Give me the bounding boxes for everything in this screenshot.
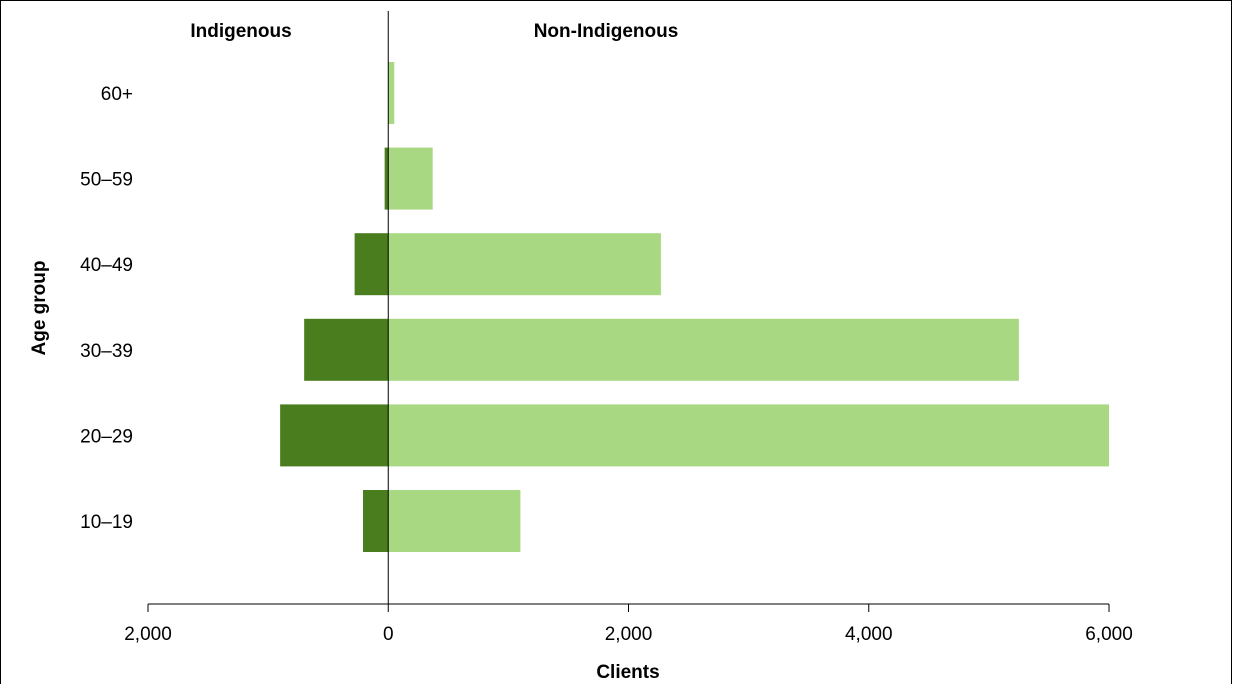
bar-indigenous-3 <box>304 318 389 381</box>
bar-indigenous-4 <box>280 404 389 467</box>
x-axis-title: Clients <box>596 662 659 683</box>
bar-non-indigenous-4 <box>388 404 1109 467</box>
x-tick-label-1: 0 <box>383 624 394 645</box>
y-tick-label-1: 50–59 <box>80 170 133 191</box>
x-tick-label-0: 2,000 <box>124 624 172 645</box>
x-tick-label-3: 4,000 <box>845 624 893 645</box>
y-tick-label-3: 30–39 <box>80 341 133 362</box>
x-tick-label-4: 6,000 <box>1085 624 1133 645</box>
series-title-non-indigenous: Non-Indigenous <box>534 21 679 42</box>
y-axis-title: Age group <box>29 261 50 356</box>
y-tick-labels: 60+ 50–59 40–49 30–39 20–29 10–19 <box>80 84 133 533</box>
bars-layer <box>280 62 1109 552</box>
y-tick-label-4: 20–29 <box>80 426 133 447</box>
bar-non-indigenous-5 <box>388 490 521 552</box>
series-title-indigenous: Indigenous <box>190 21 291 42</box>
bar-indigenous-1 <box>384 147 389 210</box>
bar-non-indigenous-1 <box>388 147 433 210</box>
x-tick-label-2: 2,000 <box>605 624 653 645</box>
bar-non-indigenous-3 <box>388 318 1019 381</box>
x-ticks: 2,000 0 2,000 4,000 6,000 <box>124 604 1133 645</box>
y-tick-label-5: 10–19 <box>80 512 133 533</box>
bar-non-indigenous-2 <box>388 233 661 296</box>
bar-non-indigenous-0 <box>388 62 395 124</box>
bar-indigenous-5 <box>363 490 389 552</box>
y-tick-label-0: 60+ <box>101 84 133 105</box>
bar-indigenous-2 <box>354 233 389 296</box>
y-tick-label-2: 40–49 <box>80 255 133 276</box>
